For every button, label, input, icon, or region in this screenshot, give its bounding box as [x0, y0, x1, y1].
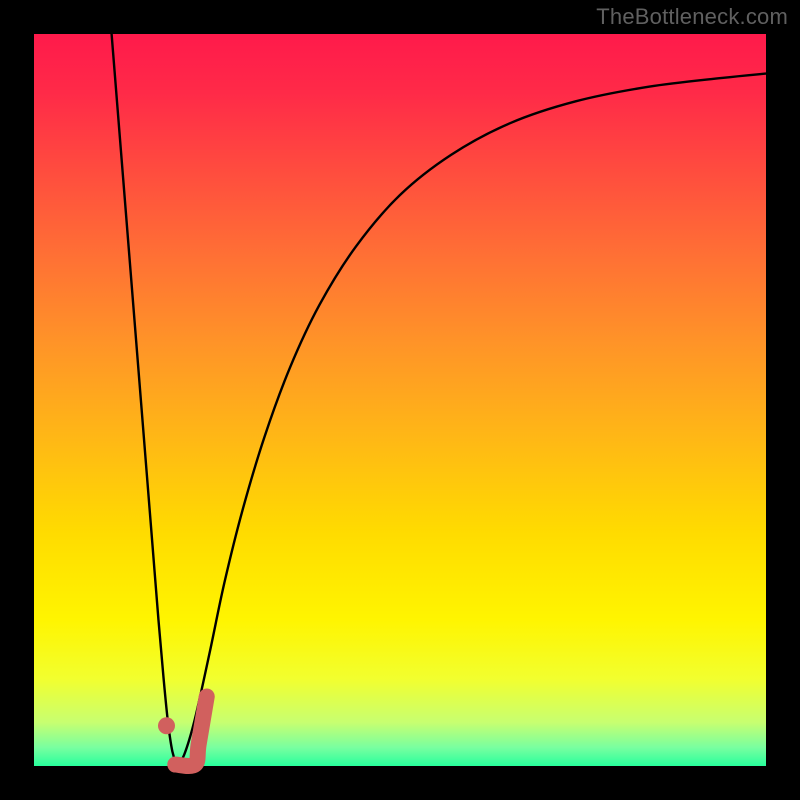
watermark-text: TheBottleneck.com [596, 4, 788, 30]
plot-background [34, 34, 766, 766]
chart-svg [0, 0, 800, 800]
marker-dot [158, 717, 175, 734]
chart-container: TheBottleneck.com [0, 0, 800, 800]
